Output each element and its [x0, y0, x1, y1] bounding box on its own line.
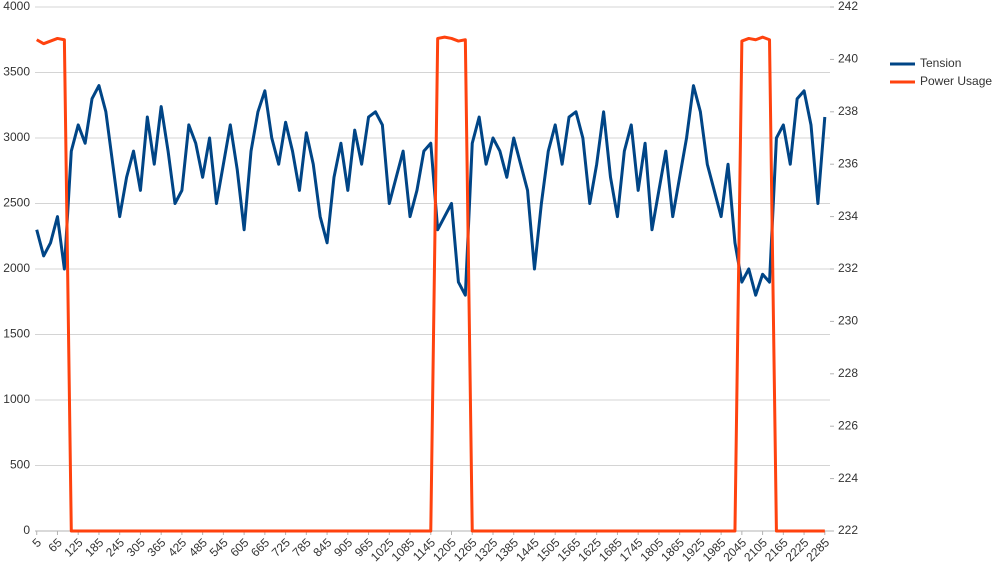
x-tick-label: 905 [331, 535, 355, 559]
y2-tick-label: 238 [838, 104, 858, 118]
y2-tick-label: 240 [838, 52, 858, 66]
x-tick-label: 425 [165, 535, 189, 559]
x-tick-label: 245 [103, 535, 127, 559]
x-tick-label: 785 [290, 535, 314, 559]
y-tick-label: 500 [10, 458, 30, 472]
x-tick-label: 2285 [803, 535, 832, 564]
x-tick-label: 305 [124, 535, 148, 559]
y2-tick-label: 224 [838, 471, 858, 485]
y2-tick-label: 232 [838, 261, 858, 275]
x-tick-label: 665 [248, 535, 272, 559]
y-tick-label: 2500 [3, 196, 30, 210]
legend-label: Tension [920, 56, 961, 70]
y-tick-label: 1000 [3, 392, 30, 406]
y2-tick-label: 234 [838, 209, 858, 223]
y-tick-label: 1500 [3, 327, 30, 341]
x-tick-label: 485 [186, 535, 210, 559]
x-tick-label: 65 [45, 535, 65, 555]
y2-tick-label: 228 [838, 366, 858, 380]
legend-label: Power Usage [920, 74, 992, 88]
y2-tick-label: 226 [838, 418, 858, 432]
x-tick-label: 185 [82, 535, 106, 559]
x-tick-label: 605 [227, 535, 251, 559]
y2-tick-label: 242 [838, 0, 858, 13]
y2-tick-label: 236 [838, 156, 858, 170]
series-line [35, 35, 825, 533]
y-tick-label: 3000 [3, 130, 30, 144]
series-line [35, 84, 827, 297]
x-tick-label: 5 [29, 535, 44, 550]
y2-tick-label: 230 [838, 314, 858, 328]
x-tick-label: 545 [207, 535, 231, 559]
y2-tick-label: 222 [838, 523, 858, 537]
y-tick-label: 0 [23, 523, 30, 537]
x-tick-label: 125 [62, 535, 86, 559]
x-tick-label: 365 [144, 535, 168, 559]
y-tick-label: 2000 [3, 261, 30, 275]
y-tick-label: 4000 [3, 0, 30, 13]
y-tick-label: 3500 [3, 65, 30, 79]
x-tick-label: 845 [310, 535, 334, 559]
x-tick-label: 725 [269, 535, 293, 559]
